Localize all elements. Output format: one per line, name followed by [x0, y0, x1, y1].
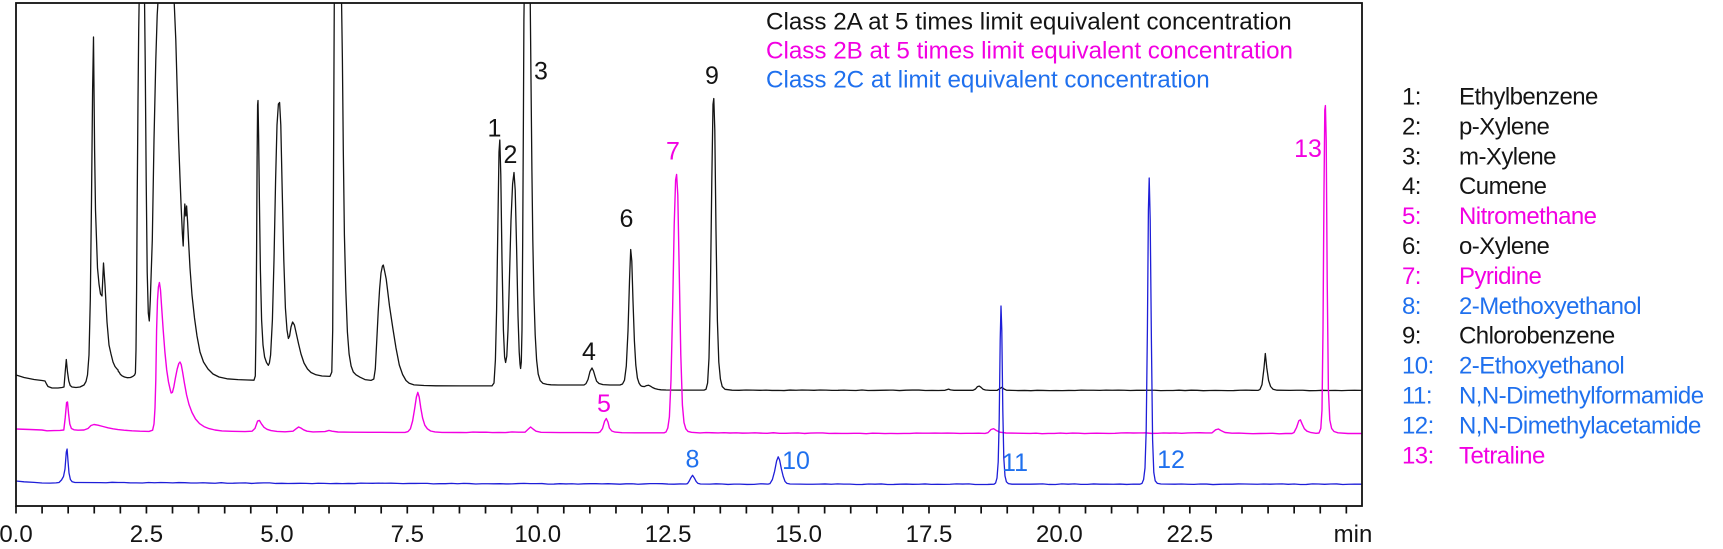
svg-text:8:: 8:: [1402, 293, 1421, 320]
svg-text:N,N-Dimethylacetamide: N,N-Dimethylacetamide: [1459, 412, 1701, 439]
svg-text:15.0: 15.0: [775, 521, 822, 548]
svg-text:5:: 5:: [1402, 203, 1421, 230]
svg-text:7.5: 7.5: [391, 521, 424, 548]
svg-text:N,N-Dimethylformamide: N,N-Dimethylformamide: [1459, 383, 1704, 410]
svg-text:6:: 6:: [1402, 233, 1421, 260]
svg-text:Chlorobenzene: Chlorobenzene: [1459, 323, 1615, 350]
svg-text:Class 2C at limit equivalent c: Class 2C at limit equivalent concentrati…: [766, 67, 1210, 94]
svg-text:p-Xylene: p-Xylene: [1459, 113, 1550, 140]
svg-text:17.5: 17.5: [906, 521, 953, 548]
svg-text:Nitromethane: Nitromethane: [1459, 203, 1597, 230]
svg-text:Cumene: Cumene: [1459, 173, 1547, 200]
svg-text:Class 2B at 5 times limit equi: Class 2B at 5 times limit equivalent con…: [766, 38, 1293, 65]
svg-text:6: 6: [620, 205, 634, 233]
svg-text:11:: 11:: [1402, 383, 1432, 410]
svg-text:min: min: [1334, 521, 1373, 548]
svg-text:m-Xylene: m-Xylene: [1459, 143, 1556, 170]
svg-text:11: 11: [1002, 449, 1028, 477]
svg-text:1: 1: [488, 115, 502, 143]
svg-text:Ethylbenzene: Ethylbenzene: [1459, 84, 1598, 111]
svg-text:12.5: 12.5: [645, 521, 692, 548]
svg-text:9: 9: [705, 62, 719, 90]
svg-text:Tetraline: Tetraline: [1459, 442, 1545, 469]
svg-text:10:: 10:: [1402, 353, 1434, 380]
svg-text:4: 4: [582, 338, 596, 366]
svg-text:Pyridine: Pyridine: [1459, 263, 1542, 290]
svg-text:13:: 13:: [1402, 442, 1434, 469]
svg-text:4:: 4:: [1402, 173, 1421, 200]
svg-text:20.0: 20.0: [1036, 521, 1083, 548]
svg-text:12: 12: [1157, 446, 1185, 474]
svg-text:0.0: 0.0: [0, 521, 33, 548]
svg-text:3:: 3:: [1402, 143, 1421, 170]
svg-text:8: 8: [686, 446, 700, 474]
svg-text:2-Ethoxyethanol: 2-Ethoxyethanol: [1459, 353, 1624, 380]
svg-text:22.5: 22.5: [1166, 521, 1213, 548]
svg-text:2: 2: [504, 141, 518, 169]
svg-text:10: 10: [782, 447, 810, 475]
svg-text:Class 2A at 5 times limit equi: Class 2A at 5 times limit equivalent con…: [766, 9, 1292, 36]
svg-text:2:: 2:: [1402, 113, 1421, 140]
svg-text:5.0: 5.0: [260, 521, 293, 548]
svg-text:10.0: 10.0: [514, 521, 561, 548]
svg-text:2.5: 2.5: [130, 521, 163, 548]
svg-text:7: 7: [666, 138, 680, 166]
svg-text:2-Methoxyethanol: 2-Methoxyethanol: [1459, 293, 1641, 320]
svg-text:13: 13: [1294, 135, 1322, 163]
svg-text:5: 5: [597, 390, 611, 418]
svg-text:1:: 1:: [1402, 84, 1421, 111]
svg-text:9:: 9:: [1402, 323, 1421, 350]
svg-text:12:: 12:: [1402, 412, 1434, 439]
svg-text:7:: 7:: [1402, 263, 1421, 290]
svg-text:o-Xylene: o-Xylene: [1459, 233, 1550, 260]
svg-text:3: 3: [534, 58, 548, 86]
